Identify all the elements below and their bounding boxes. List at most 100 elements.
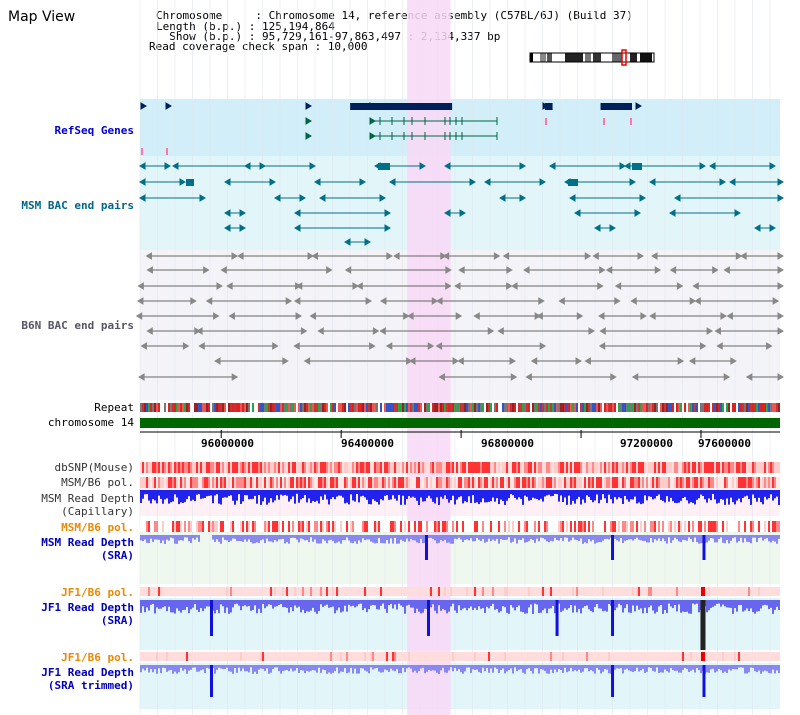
track-label-msm-pol-2[interactable]: MSM/B6 pol. bbox=[61, 521, 134, 534]
axis-tick-label: 97600000 bbox=[698, 437, 751, 450]
polymorphism-cell bbox=[278, 652, 280, 661]
polymorphism-cell bbox=[684, 477, 686, 488]
polymorphism-cell bbox=[758, 587, 760, 596]
polymorphism-cell bbox=[308, 587, 310, 596]
read-depth-bar bbox=[566, 665, 568, 673]
track-label-jf1-pol-2[interactable]: JF1/B6 pol. bbox=[61, 651, 134, 664]
repeat-segment bbox=[648, 403, 650, 412]
read-depth-bar bbox=[732, 665, 734, 669]
track-label-refseq[interactable]: RefSeq Genes bbox=[54, 124, 134, 137]
track-label-jf1-pol[interactable]: JF1/B6 pol. bbox=[61, 586, 134, 599]
read-depth-bar bbox=[236, 600, 238, 604]
polymorphism-cell bbox=[662, 587, 664, 596]
read-depth-bar bbox=[722, 490, 724, 500]
read-depth-bar bbox=[608, 490, 610, 495]
polymorphism-cell bbox=[378, 521, 380, 532]
read-depth-bar bbox=[274, 490, 276, 501]
read-depth-bar bbox=[580, 535, 582, 539]
b6n-bac-end bbox=[720, 312, 727, 320]
msm-bac-end bbox=[709, 162, 716, 170]
polymorphism-cell bbox=[744, 477, 746, 488]
polymorphism-cell bbox=[396, 652, 398, 661]
read-depth-bar bbox=[692, 665, 694, 670]
polymorphism-cell bbox=[272, 477, 274, 488]
polymorphism-cell bbox=[774, 521, 776, 532]
polymorphism-cell bbox=[504, 587, 506, 596]
polymorphism-cell bbox=[624, 652, 626, 661]
read-depth-bar bbox=[160, 600, 162, 609]
read-depth-bar bbox=[688, 490, 690, 504]
polymorphism-cell bbox=[140, 652, 142, 661]
read-depth-bar bbox=[624, 490, 626, 496]
read-depth-bar bbox=[494, 535, 496, 541]
read-depth-bar bbox=[180, 535, 182, 541]
read-depth-bar bbox=[254, 665, 256, 672]
track-label-jf1-depth-sra[interactable]: JF1 Read Depth (SRA) bbox=[41, 601, 134, 627]
polymorphism-cell bbox=[734, 652, 736, 661]
read-depth-bar bbox=[662, 665, 664, 673]
read-depth-bar bbox=[586, 490, 588, 496]
polymorphism-cell bbox=[156, 652, 158, 661]
polymorphism-cell bbox=[590, 462, 592, 473]
track-label-msm-depth-sra[interactable]: MSM Read Depth (SRA) bbox=[41, 536, 134, 562]
polymorphism-cell bbox=[550, 587, 552, 596]
polymorphism-cell bbox=[430, 477, 432, 488]
read-depth-bar bbox=[216, 600, 218, 610]
polymorphism-cell bbox=[494, 652, 496, 661]
read-depth-bar bbox=[488, 490, 490, 502]
read-depth-bar bbox=[770, 490, 772, 495]
polymorphism-cell bbox=[508, 462, 510, 473]
polymorphism-cell bbox=[188, 462, 190, 473]
track-label-msm-depth-capillary[interactable]: MSM Read Depth (Capillary) bbox=[41, 492, 134, 518]
track-label-repeat[interactable]: Repeat bbox=[94, 401, 134, 414]
polymorphism-cell bbox=[298, 521, 300, 532]
polymorphism-cell bbox=[496, 587, 498, 596]
read-depth-bar bbox=[292, 490, 294, 497]
read-depth-bar bbox=[518, 490, 520, 498]
track-label-chromosome[interactable]: chromosome 14 bbox=[47, 416, 134, 429]
read-depth-bar bbox=[196, 490, 198, 495]
polymorphism-cell bbox=[160, 652, 162, 661]
polymorphism-cell bbox=[164, 462, 166, 473]
track-label-msm-pol[interactable]: MSM/B6 pol. bbox=[61, 476, 134, 489]
track-label-msm-bac[interactable]: MSM BAC end pairs bbox=[21, 199, 134, 212]
polymorphism-cell bbox=[420, 587, 422, 596]
polymorphism-cell bbox=[214, 521, 216, 532]
read-depth-bar bbox=[456, 490, 458, 500]
polymorphism-cell bbox=[368, 462, 370, 473]
read-depth-bar bbox=[684, 600, 686, 613]
repeat-segment bbox=[536, 403, 538, 412]
repeat-segment bbox=[160, 403, 162, 412]
polymorphism-cell bbox=[504, 462, 506, 473]
polymorphism-cell bbox=[308, 462, 310, 473]
read-depth-bar bbox=[456, 600, 458, 613]
read-depth-bar bbox=[320, 490, 322, 497]
read-depth-bar bbox=[532, 535, 534, 541]
polymorphism-cell bbox=[388, 521, 390, 532]
ideogram-band bbox=[640, 53, 652, 62]
repeat-segment bbox=[272, 403, 274, 412]
polymorphism-cell bbox=[414, 462, 416, 473]
track-label-dbsnp[interactable]: dbSNP(Mouse) bbox=[54, 461, 134, 474]
polymorphism-cell bbox=[584, 587, 586, 596]
polymorphism-cell bbox=[670, 521, 672, 532]
read-depth-bar bbox=[494, 665, 496, 668]
read-depth-bar bbox=[736, 490, 738, 501]
track-label-jf1-depth-trimmed[interactable]: JF1 Read Depth (SRA trimmed) bbox=[41, 666, 134, 692]
b6n-bac-end bbox=[530, 357, 538, 365]
read-depth-bar bbox=[554, 535, 556, 538]
polymorphism-cell bbox=[644, 521, 646, 532]
polymorphism-cell bbox=[356, 462, 358, 473]
read-depth-bar bbox=[258, 600, 260, 609]
polymorphism-cell bbox=[234, 587, 236, 596]
polymorphism-cell bbox=[572, 587, 574, 596]
repeat-segment bbox=[288, 403, 290, 412]
read-depth-bar bbox=[496, 490, 498, 499]
polymorphism-cell bbox=[502, 587, 504, 596]
polymorphism-cell bbox=[376, 587, 378, 596]
track-label-b6n-bac[interactable]: B6N BAC end pairs bbox=[21, 319, 134, 332]
repeat-segment bbox=[170, 403, 172, 412]
repeat-segment bbox=[350, 403, 352, 412]
polymorphism-cell bbox=[404, 477, 406, 488]
